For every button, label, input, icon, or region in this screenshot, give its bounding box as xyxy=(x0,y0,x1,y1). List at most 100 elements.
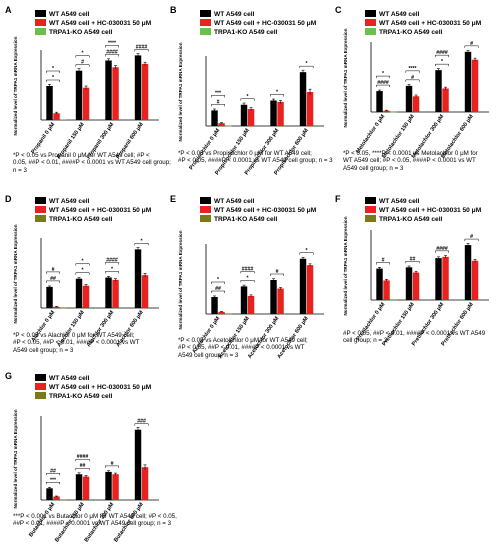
bar xyxy=(376,91,383,112)
caption-line: n = 3 xyxy=(13,166,27,174)
bar xyxy=(141,63,149,120)
legend-label: WT A549 cell xyxy=(49,11,90,18)
legend-swatch xyxy=(35,392,46,399)
significance-marker: * xyxy=(276,90,279,96)
significance-bracket xyxy=(376,84,391,88)
significance-marker: * xyxy=(52,66,55,72)
legend-label: TRPA1-KO A549 cell xyxy=(49,216,113,223)
significance-bracket xyxy=(435,250,450,253)
significance-marker: # xyxy=(470,234,473,240)
significance-bracket xyxy=(75,55,90,58)
significance-marker: #### xyxy=(106,258,118,264)
legend-label: WT A549 cell + HC-030031 50 μM xyxy=(49,20,152,27)
legend-swatch xyxy=(365,28,376,35)
significance-bracket xyxy=(46,79,61,82)
legend-swatch xyxy=(35,206,46,213)
legend-swatch xyxy=(200,10,211,17)
significance-bracket xyxy=(46,280,61,283)
significance-marker: #### xyxy=(436,50,448,56)
caption-line: cell group; n = 3 xyxy=(343,337,388,345)
bar xyxy=(471,260,479,300)
legend-swatch xyxy=(35,374,46,381)
y-axis-label: Normalized level of TRPA1 mRNA Expressio… xyxy=(13,224,18,323)
bar xyxy=(442,256,449,300)
significance-marker: ## xyxy=(410,256,416,262)
significance-bracket xyxy=(105,54,120,57)
bar xyxy=(383,110,390,112)
legend-swatch xyxy=(365,19,376,26)
legend-swatch xyxy=(365,206,376,213)
bar xyxy=(412,96,420,112)
significance-marker: #### xyxy=(377,80,389,86)
bar xyxy=(270,280,277,314)
significance-bracket xyxy=(240,98,255,101)
significance-bracket xyxy=(299,65,314,69)
legend-swatch xyxy=(35,383,46,390)
bar xyxy=(105,471,112,500)
panel-caption: *P < 0.05 vs Propisochlor 0 μM for WT A5… xyxy=(178,150,333,165)
bar xyxy=(75,70,83,120)
significance-bracket xyxy=(240,280,255,283)
bar xyxy=(247,295,255,314)
legend-swatch xyxy=(200,215,211,222)
significance-marker: * xyxy=(141,238,144,244)
significance-marker: # xyxy=(111,461,114,467)
significance-bracket xyxy=(75,272,90,275)
y-axis-label: Normalized level of TRPA1 mRNA Expressio… xyxy=(343,216,348,315)
bar xyxy=(306,92,314,126)
significance-marker: ## xyxy=(50,468,56,474)
caption-line: WT A549 cell; #P < 0.05, ####P < 0.0001 … xyxy=(343,157,476,165)
significance-marker: #### xyxy=(106,50,118,56)
legend-swatch xyxy=(200,197,211,204)
significance-marker: ## xyxy=(50,276,56,282)
caption-line: 0.05, ##P < 0.01, ####P < 0.0001 vs WT A… xyxy=(13,159,171,167)
significance-bracket xyxy=(105,465,120,468)
bar xyxy=(211,297,218,314)
legend-swatch xyxy=(200,206,211,213)
bar xyxy=(405,267,413,300)
significance-marker: ### xyxy=(137,419,146,425)
legend-label: WT A549 cell xyxy=(49,198,90,205)
significance-bracket xyxy=(211,290,226,293)
caption-line: *P < 0.05 vs Acetolchlor 0 μM for WT A54… xyxy=(178,337,308,344)
significance-bracket xyxy=(105,45,120,48)
y-axis-label: Normalized level of TRPA1 mRNA Expressio… xyxy=(178,230,183,329)
caption-line: A549 cell group; n = 3 xyxy=(343,164,404,172)
significance-marker: *** xyxy=(50,477,57,483)
bar xyxy=(53,496,60,500)
bar xyxy=(277,288,284,314)
bar xyxy=(82,87,90,120)
significance-marker: # xyxy=(411,75,414,81)
significance-marker: * xyxy=(217,277,220,283)
bar xyxy=(390,111,397,113)
bar xyxy=(270,100,277,126)
panel-letter: F xyxy=(335,194,341,204)
legend-swatch xyxy=(365,10,376,17)
significance-marker: # xyxy=(470,41,473,47)
legend-label: TRPA1-KO A549 cell xyxy=(214,29,278,36)
bar xyxy=(405,85,413,112)
significance-bracket xyxy=(105,262,120,265)
significance-marker: * xyxy=(111,267,114,273)
bar xyxy=(53,306,60,308)
panel-caption: *P < 0.05 vs Alachlor 0 μM for WT A549 c… xyxy=(13,332,139,354)
significance-bracket xyxy=(405,261,420,264)
significance-marker: * xyxy=(306,248,309,254)
bar xyxy=(134,55,142,120)
legend-label: WT A549 cell xyxy=(214,11,255,18)
legend-swatch xyxy=(200,19,211,26)
y-axis-label: Normalized level of TRPA1 mRNA Expressio… xyxy=(343,28,348,127)
significance-marker: ## xyxy=(215,286,221,292)
significance-bracket xyxy=(464,238,479,242)
significance-marker: # xyxy=(382,258,385,264)
legend-label: TRPA1-KO A549 cell xyxy=(379,29,443,36)
significance-bracket xyxy=(435,63,450,67)
significance-bracket xyxy=(211,95,226,98)
significance-bracket xyxy=(299,252,314,255)
bar xyxy=(60,307,67,309)
bar xyxy=(218,123,225,126)
significance-bracket xyxy=(435,54,450,58)
bar xyxy=(112,67,119,120)
bar xyxy=(112,474,119,500)
